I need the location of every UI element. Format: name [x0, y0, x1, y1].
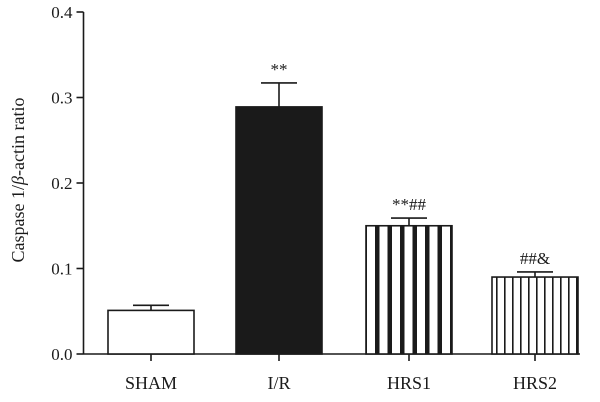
- x-category-label: SHAM: [125, 373, 177, 393]
- y-axis-title: Caspase 1/β-actin ratio: [8, 98, 28, 263]
- y-tick-label: 0.1: [51, 260, 72, 279]
- bar-hrs2: [491, 276, 579, 355]
- bar-sham: [107, 309, 195, 355]
- significance-label: **##: [392, 195, 427, 214]
- bar-i-r: [235, 106, 323, 355]
- y-axis: 0.0 0.1 0.2 0.3 0.4: [51, 3, 85, 364]
- labels: SHAM I/R ** HRS1 **## HRS2 ##&: [125, 60, 557, 393]
- x-category-label: I/R: [267, 373, 290, 393]
- y-tick-label: 0.3: [51, 89, 72, 108]
- y-tick-label: 0.2: [51, 174, 72, 193]
- x-axis: [83, 353, 580, 361]
- bars: [107, 82, 579, 355]
- significance-label: **: [271, 60, 288, 79]
- y-tick-label: 0.0: [51, 345, 72, 364]
- x-category-label: HRS1: [387, 373, 431, 393]
- y-tick-label: 0.4: [51, 3, 73, 22]
- bar-hrs1: [365, 224, 453, 355]
- significance-label: ##&: [520, 249, 550, 268]
- x-category-label: HRS2: [513, 373, 557, 393]
